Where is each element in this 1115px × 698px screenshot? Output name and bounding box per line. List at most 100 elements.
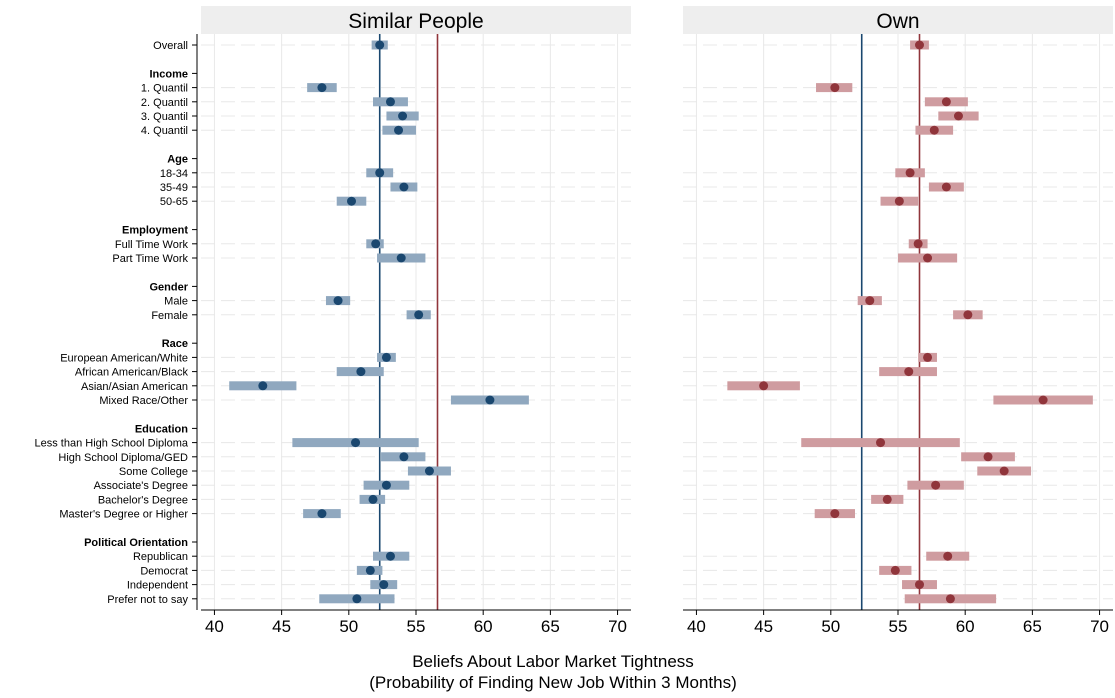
estimate-dot-similar-people-35-49 <box>399 182 409 192</box>
estimate-dot-similar-people-50-65 <box>347 196 356 206</box>
estimate-dot-similar-people-part-time-work <box>396 253 406 263</box>
row-label-full-time-work: Full Time Work <box>115 239 189 251</box>
estimate-dot-own-asian-asian-american <box>759 381 769 391</box>
x-tick-label-similar-people-70: 70 <box>608 617 627 636</box>
row-label-less-than-high-school-diploma: Less than High School Diploma <box>35 438 189 450</box>
row-label-bachelor-s-degree: Bachelor's Degree <box>98 494 188 506</box>
estimate-dot-own-4-quantil <box>929 125 939 135</box>
estimate-dot-own-2-quantil <box>941 97 951 107</box>
x-axis-title-line1: Beliefs About Labor Market Tightness <box>412 652 694 671</box>
point-estimates <box>258 40 1048 604</box>
estimate-dot-own-part-time-work <box>923 253 933 263</box>
group-header-gender: Gender <box>149 281 188 293</box>
row-label-18-34: 18-34 <box>160 168 188 180</box>
row-label-4-quantil: 4. Quantil <box>141 125 188 137</box>
panel-title-similar-people: Similar People <box>348 10 483 33</box>
estimate-dot-similar-people-asian-asian-american <box>258 381 268 391</box>
panel-strips: Similar People Own <box>201 6 1113 34</box>
estimate-dot-own-some-college <box>999 466 1009 476</box>
estimate-dot-similar-people-democrat <box>365 565 375 575</box>
row-label-prefer-not-to-say: Prefer not to say <box>107 594 188 606</box>
estimate-dot-similar-people-master-s-degree-or-higher <box>317 509 327 519</box>
group-header-political-orientation: Political Orientation <box>84 537 188 549</box>
row-label-asian-asian-american: Asian/Asian American <box>81 381 188 393</box>
row-label-republican: Republican <box>133 551 188 563</box>
estimate-dot-own-associate-s-degree <box>931 480 941 490</box>
row-label-associate-s-degree: Associate's Degree <box>94 480 188 492</box>
estimate-dot-similar-people-overall <box>375 40 385 50</box>
x-tick-label-own-60: 60 <box>956 617 975 636</box>
x-tick-label-similar-people-40: 40 <box>205 617 224 636</box>
grid-layer <box>201 34 1113 610</box>
estimate-dot-similar-people-female <box>414 310 424 320</box>
panel-title-own: Own <box>876 10 919 33</box>
reference-lines <box>378 34 921 610</box>
x-tick-label-similar-people-60: 60 <box>474 617 493 636</box>
row-label-overall: Overall <box>153 40 188 52</box>
row-label-high-school-diploma-ged: High School Diploma/GED <box>58 452 188 464</box>
estimate-dot-own-republican <box>943 551 953 561</box>
estimate-dot-similar-people-african-american-black <box>356 367 366 377</box>
estimate-dot-similar-people-less-than-high-school-diploma <box>351 438 361 448</box>
estimate-dot-similar-people-3-quantil <box>398 111 408 121</box>
x-axis-title-line2: (Probability of Finding New Job Within 3… <box>369 673 737 692</box>
estimate-dot-own-high-school-diploma-ged <box>983 452 993 462</box>
estimate-dot-similar-people-mixed-race-other <box>485 395 495 405</box>
estimate-dot-similar-people-18-34 <box>375 168 385 178</box>
estimate-dot-own-less-than-high-school-diploma <box>876 438 886 448</box>
estimate-dot-similar-people-2-quantil <box>385 97 395 107</box>
x-tick-label-own-55: 55 <box>889 617 908 636</box>
row-label-35-49: 35-49 <box>160 182 188 194</box>
panel-strip-own <box>683 6 1113 34</box>
x-axes: 40 45 50 55 60 65 70 40 45 50 55 60 65 70 <box>196 34 1113 636</box>
estimate-dot-own-overall <box>915 40 924 50</box>
row-label-50-65: 50-65 <box>160 196 188 208</box>
x-tick-label-similar-people-45: 45 <box>272 617 291 636</box>
estimate-dot-own-bachelor-s-degree <box>882 494 892 504</box>
estimate-dot-own-mixed-race-other <box>1038 395 1048 405</box>
row-label-african-american-black: African American/Black <box>75 367 189 379</box>
confidence-bars <box>229 40 1093 604</box>
estimate-dot-similar-people-prefer-not-to-say <box>352 594 362 604</box>
row-label-some-college: Some College <box>119 466 188 478</box>
estimate-dot-similar-people-bachelor-s-degree <box>368 494 378 504</box>
x-tick-label-own-70: 70 <box>1090 617 1109 636</box>
row-label-democrat: Democrat <box>140 565 188 577</box>
estimate-dot-similar-people-4-quantil <box>394 125 404 135</box>
row-label-male: Male <box>164 296 188 308</box>
estimate-dot-similar-people-male <box>333 296 343 306</box>
row-labels: Overall Income 1. Quantil 2. Quantil 3. Quan… <box>35 40 197 606</box>
estimate-dot-own-prefer-not-to-say <box>945 594 955 604</box>
row-label-part-time-work: Part Time Work <box>112 253 188 265</box>
estimate-dot-own-50-65 <box>894 196 904 206</box>
estimate-dot-own-full-time-work <box>913 239 923 249</box>
estimate-dot-similar-people-independent <box>379 580 389 590</box>
estimate-dot-own-african-american-black <box>904 367 914 377</box>
row-label-independent: Independent <box>127 580 188 592</box>
group-header-employment: Employment <box>122 225 188 237</box>
row-label-female: Female <box>151 310 188 322</box>
estimate-dot-similar-people-high-school-diploma-ged <box>399 452 409 462</box>
estimate-dot-similar-people-associate-s-degree <box>381 480 391 490</box>
row-label-2-quantil: 2. Quantil <box>141 97 188 109</box>
row-label-mixed-race-other: Mixed Race/Other <box>99 395 188 407</box>
x-tick-label-own-45: 45 <box>754 617 773 636</box>
x-tick-label-own-65: 65 <box>1023 617 1042 636</box>
estimate-dot-own-female <box>963 310 973 320</box>
row-label-european-american-white: European American/White <box>60 352 188 364</box>
estimate-dot-own-3-quantil <box>953 111 963 121</box>
x-tick-label-similar-people-65: 65 <box>541 617 560 636</box>
panel-strip-similar-people <box>201 6 631 34</box>
row-label-3-quantil: 3. Quantil <box>141 111 188 123</box>
estimate-dot-own-18-34 <box>905 168 915 178</box>
estimate-dot-own-european-american-white <box>923 352 933 362</box>
estimate-dot-own-35-49 <box>941 182 951 192</box>
row-label-master-s-degree-or-higher: Master's Degree or Higher <box>59 509 188 521</box>
x-tick-label-similar-people-55: 55 <box>407 617 426 636</box>
group-header-income: Income <box>149 68 188 80</box>
estimate-dot-own-independent <box>915 580 924 590</box>
estimate-dot-own-1-quantil <box>830 83 840 93</box>
estimate-dot-similar-people-1-quantil <box>317 83 327 93</box>
x-tick-label-similar-people-50: 50 <box>339 617 358 636</box>
